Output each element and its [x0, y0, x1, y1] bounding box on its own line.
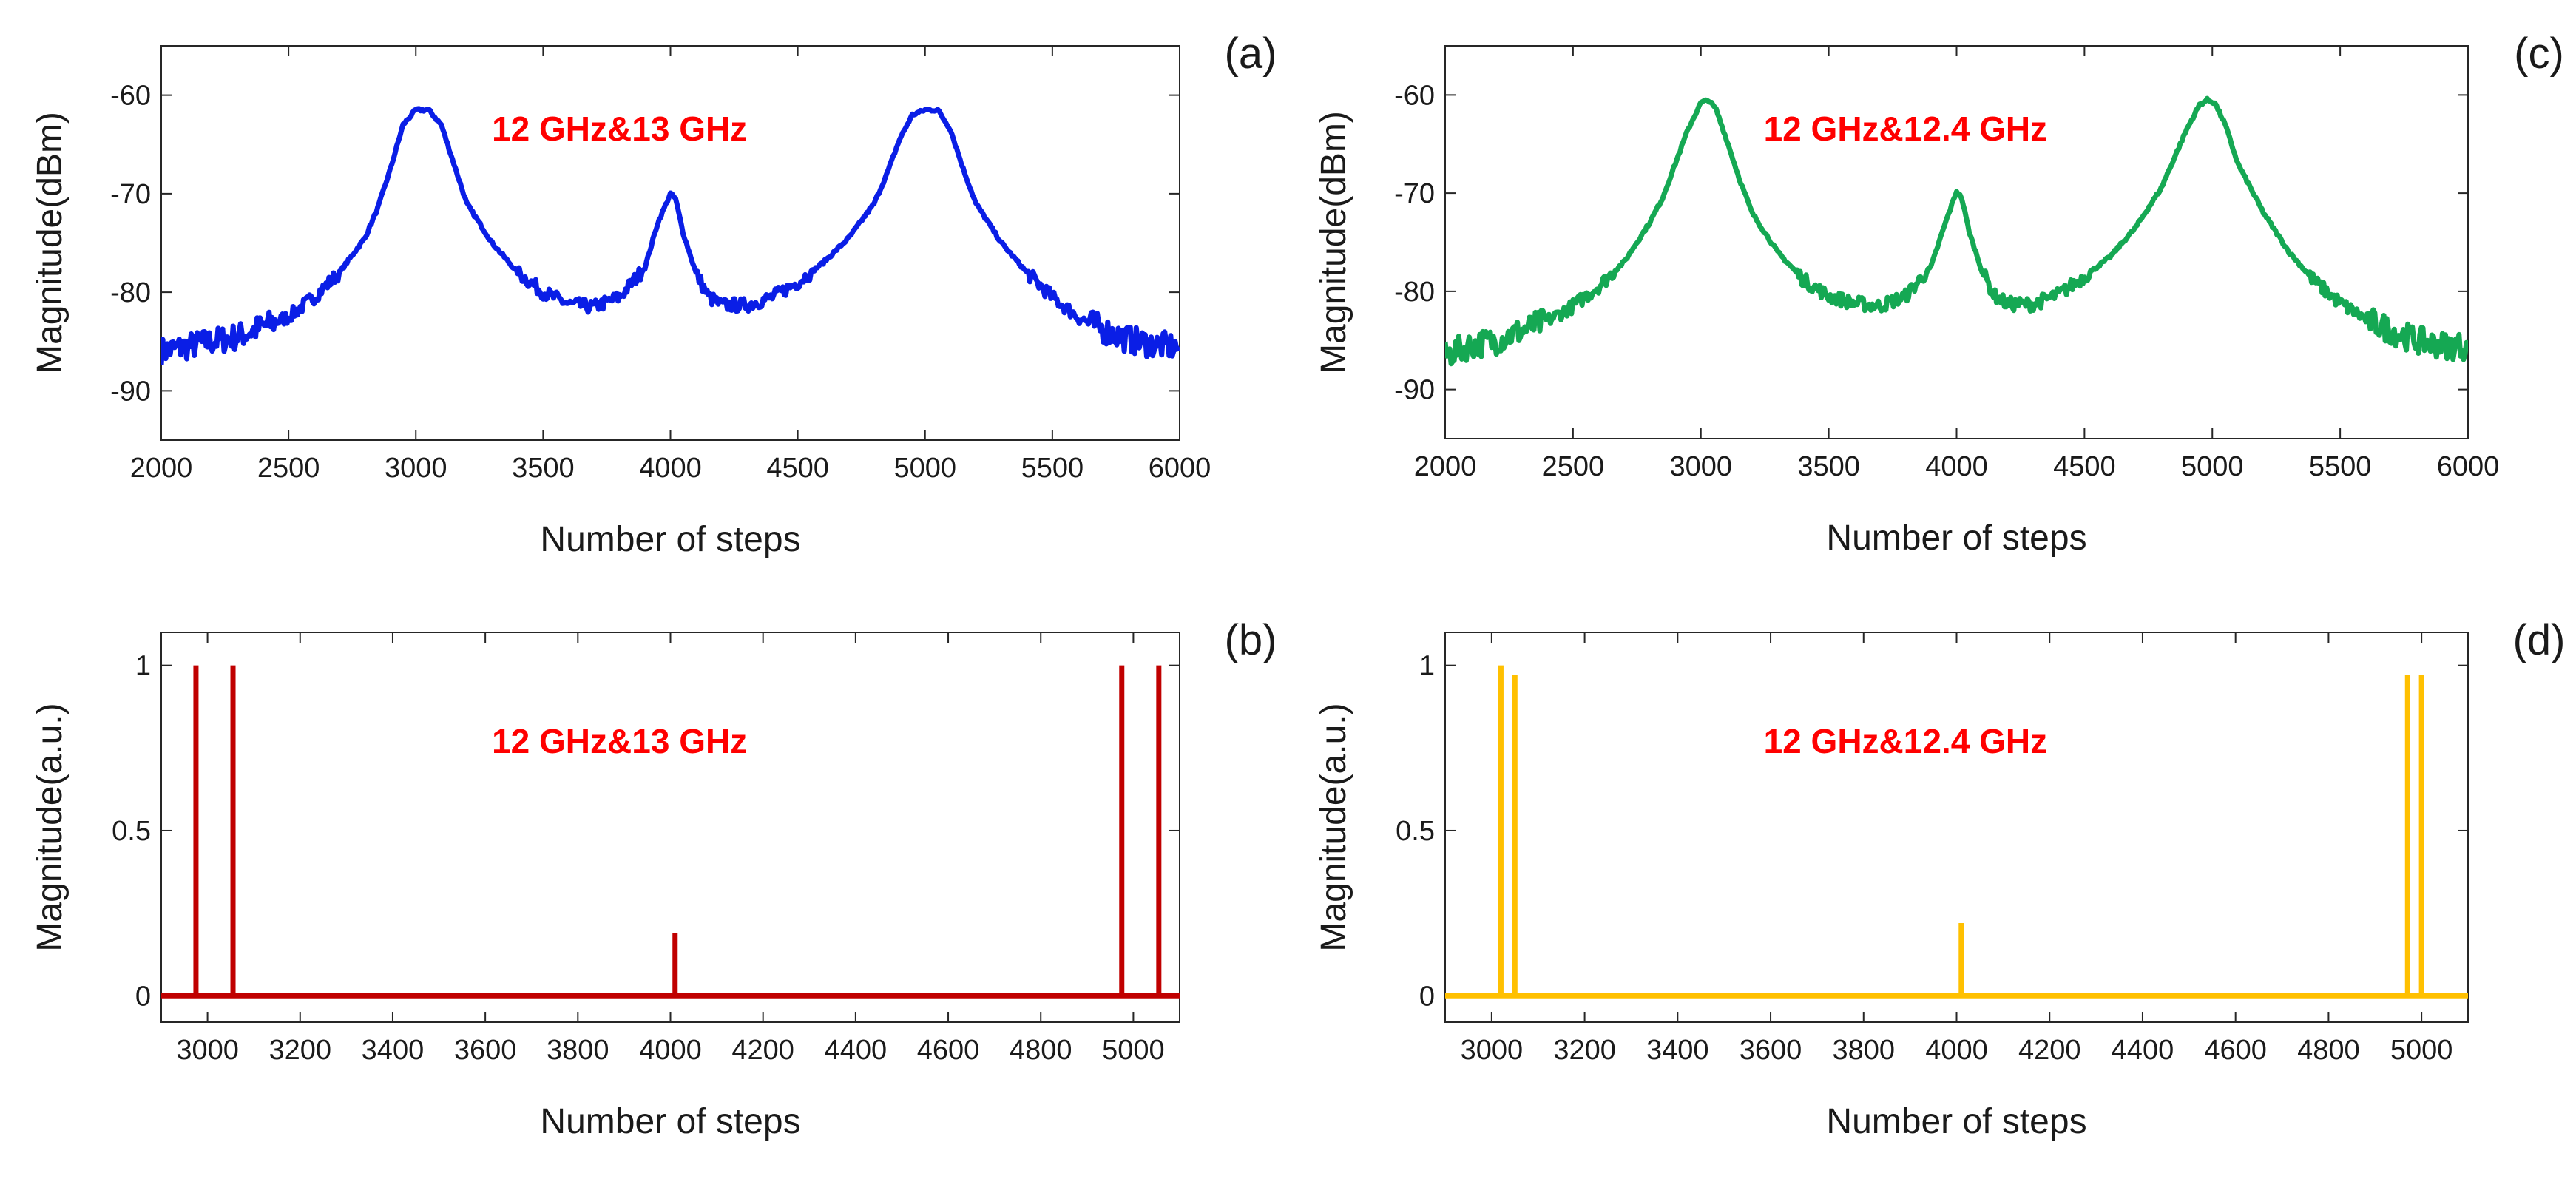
panel-a: 2000 2500 3000 3500 4000 4500 5000 5500 6000 -60 -…	[30, 30, 1277, 559]
annotation-text: 12 GHz&13 GHz	[492, 722, 747, 760]
panel-label: (c)	[2514, 30, 2564, 78]
x-tick-label: 4400	[2112, 1035, 2174, 1066]
x-tick-label: 5500	[2309, 451, 2372, 482]
x-tick-label: 6000	[2437, 451, 2500, 482]
y-axis-label: Magnitude(dBm)	[1314, 111, 1353, 374]
x-tick-label: 2000	[130, 453, 193, 484]
y-tick-label: 0	[135, 981, 151, 1012]
x-tick-label: 5000	[2390, 1035, 2453, 1066]
x-tick-label: 3800	[1832, 1035, 1895, 1066]
axes-box	[160, 45, 1180, 441]
x-tick-label: 6000	[1149, 453, 1211, 484]
x-tick-label: 4400	[825, 1035, 888, 1066]
x-tick-label: 5000	[2181, 451, 2244, 482]
y-axis-label: Magnitude(dBm)	[30, 112, 70, 374]
x-tick-label: 3400	[1646, 1035, 1709, 1066]
x-tick-label: 3500	[512, 453, 575, 484]
plot-area	[161, 665, 1180, 999]
x-tick-label: 3000	[1461, 1035, 1524, 1066]
series-line-spectrum	[1445, 95, 2468, 367]
y-tick-label: -90	[1394, 375, 1435, 406]
axes-box	[160, 632, 1180, 1023]
y-axis-label: Magnitude(a.u.)	[1314, 703, 1353, 951]
x-axis-label: Number of steps	[1826, 518, 2086, 558]
plot-area	[161, 106, 1180, 365]
axes-box	[1444, 632, 2469, 1023]
x-tick-label: 3800	[547, 1035, 609, 1066]
panel-label: (b)	[1225, 616, 1277, 664]
x-tick-label: 3600	[1740, 1035, 1802, 1066]
x-tick-label: 3000	[1669, 451, 1732, 482]
y-tick-label: 0	[1419, 981, 1435, 1012]
x-tick-label: 2000	[1414, 451, 1477, 482]
x-tick-label: 3000	[385, 453, 447, 484]
y-tick-label: 0.5	[1396, 816, 1435, 847]
y-tick-label: -80	[1394, 277, 1435, 308]
panel-c: 2000 2500 3000 3500 4000 4500 5000 5500 6000 -60 -…	[1314, 30, 2564, 558]
y-tick-label: -70	[1394, 178, 1435, 209]
panel-label: (a)	[1225, 30, 1277, 78]
y-axis-label: Magnitude(a.u.)	[30, 703, 70, 951]
x-axis-label: Number of steps	[1826, 1102, 2086, 1141]
y-tick-label: -60	[110, 81, 151, 112]
x-tick-label: 4200	[2018, 1035, 2081, 1066]
panel-d: 3000 3200 3400 3600 3800 4000 4200 4400 4600 4800…	[1314, 616, 2565, 1141]
x-tick-label: 5500	[1021, 453, 1084, 484]
plot-area	[1445, 665, 2468, 999]
x-tick-label: 3500	[1797, 451, 1860, 482]
panel-label: (d)	[2513, 616, 2566, 664]
x-tick-label: 3400	[362, 1035, 425, 1066]
series-line-spectrum	[161, 106, 1180, 365]
x-tick-label: 5000	[893, 453, 956, 484]
x-tick-label: 4000	[639, 453, 702, 484]
x-tick-label: 4800	[2297, 1035, 2360, 1066]
x-tick-label: 2500	[257, 453, 320, 484]
x-axis-label: Number of steps	[540, 1102, 800, 1141]
x-tick-label: 3600	[454, 1035, 517, 1066]
x-tick-label: 4000	[1925, 451, 1988, 482]
y-tick-label: 0.5	[112, 816, 151, 847]
x-tick-label: 3000	[176, 1035, 239, 1066]
x-tick-label: 5000	[1102, 1035, 1165, 1066]
x-tick-label: 4600	[917, 1035, 980, 1066]
y-tick-label: -70	[110, 179, 151, 210]
x-tick-label: 4500	[2053, 451, 2116, 482]
x-tick-label: 3200	[1553, 1035, 1616, 1066]
y-tick-label: -90	[110, 376, 151, 407]
x-tick-label: 4000	[1925, 1035, 1988, 1066]
annotation-text: 12 GHz&13 GHz	[492, 109, 747, 148]
y-tick-label: 1	[1419, 651, 1435, 682]
x-tick-label: 2500	[1542, 451, 1605, 482]
x-tick-label: 4200	[731, 1035, 794, 1066]
y-tick-label: -80	[110, 277, 151, 308]
x-tick-label: 4600	[2204, 1035, 2267, 1066]
x-tick-label: 4500	[766, 453, 829, 484]
x-axis-label: Number of steps	[540, 520, 800, 559]
annotation-text: 12 GHz&12.4 GHz	[1764, 722, 2047, 760]
plot-area	[1445, 95, 2468, 367]
x-tick-label: 4800	[1010, 1035, 1072, 1066]
y-tick-label: 1	[135, 651, 151, 682]
annotation-text: 12 GHz&12.4 GHz	[1764, 109, 2047, 148]
axes-box	[1444, 45, 2469, 439]
x-tick-label: 3200	[268, 1035, 331, 1066]
x-tick-label: 4000	[639, 1035, 702, 1066]
y-tick-label: -60	[1394, 80, 1435, 111]
panel-b: 3000 3200 3400 3600 3800 4000 4200 4400 4600 4800…	[30, 616, 1277, 1141]
